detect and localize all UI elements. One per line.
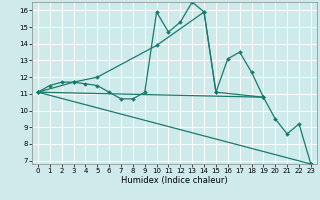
X-axis label: Humidex (Indice chaleur): Humidex (Indice chaleur) (121, 176, 228, 185)
